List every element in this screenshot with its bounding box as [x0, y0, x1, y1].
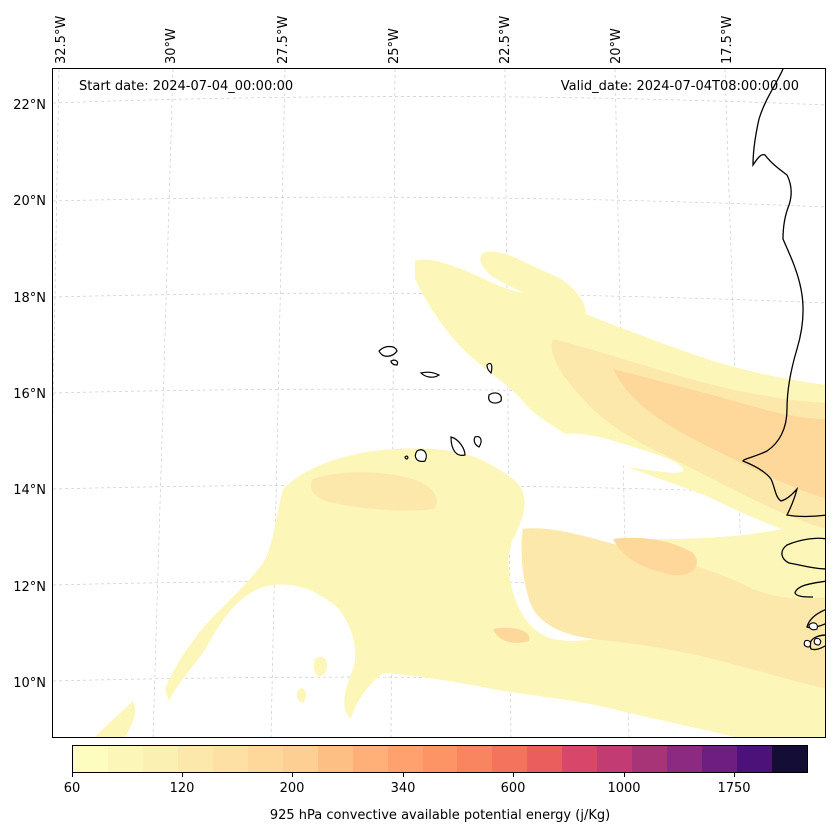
african-coastline [742, 69, 825, 651]
island-boa-vista [488, 392, 502, 404]
island-santo-antao [378, 345, 398, 357]
map-canvas [53, 69, 825, 737]
lon-label-25w: 25°W [387, 28, 402, 64]
cape-field [95, 251, 825, 737]
cape-southern-band [165, 448, 825, 737]
colorbar-swatch-17 [667, 746, 703, 772]
colorbar-swatch-1 [107, 746, 143, 772]
colorbar-swatch-8 [352, 746, 388, 772]
cabo-verde-islands [378, 345, 502, 462]
colorbar-swatch-18 [702, 746, 738, 772]
colorbar-swatch-11 [457, 746, 493, 772]
island-sao-vicente [390, 359, 399, 366]
lon-label-30w: 30°W [164, 28, 179, 64]
colorbar-swatch-15 [597, 746, 633, 772]
colorbar-swatch-4 [212, 746, 248, 772]
valid-date-label: Valid_date: 2024-07-04T08:00:00.00 [560, 79, 799, 94]
colorbar-swatch-3 [177, 746, 213, 772]
colorbar-label: 925 hPa convective available potential e… [269, 808, 611, 823]
lon-label-20w: 20°W [609, 28, 624, 64]
colorbar-swatch-12 [492, 746, 528, 772]
cb-tickmark [403, 773, 404, 777]
island-brava [404, 455, 409, 460]
island-sao-nicolau [419, 371, 441, 378]
cb-tick-60: 60 [63, 781, 81, 796]
cb-tick-600: 600 [500, 781, 526, 796]
colorbar-swatch-20 [772, 746, 808, 772]
cb-tick-340: 340 [390, 781, 416, 796]
lon-label-17-5w: 17.5°W [720, 15, 735, 64]
colorbar-swatch-2 [142, 746, 178, 772]
cb-tick-1750: 1750 [717, 781, 751, 796]
cb-tickmark [72, 773, 73, 777]
lat-label-22n: 22°N [13, 98, 46, 113]
cb-tickmark [182, 773, 183, 777]
cb-tick-1000: 1000 [607, 781, 641, 796]
start-date-label: Start date: 2024-07-04_00:00:00 [79, 79, 294, 94]
colorbar-swatch-14 [562, 746, 598, 772]
lat-label-14n: 14°N [13, 483, 46, 498]
colorbar [72, 745, 808, 773]
lon-label-27-5w: 27.5°W [276, 15, 291, 64]
colorbar-swatch-5 [247, 746, 283, 772]
cape-high-layer [493, 369, 825, 643]
lon-label-32-5w: 32.5°W [54, 15, 69, 64]
island-sal [486, 362, 493, 375]
lat-label-20n: 20°N [13, 194, 46, 209]
lon-label-22-5w: 22.5°W [498, 15, 513, 64]
lat-label-12n: 12°N [13, 580, 46, 595]
colorbar-swatch-6 [282, 746, 318, 772]
colorbar-swatch-16 [632, 746, 668, 772]
cb-tickmark [624, 773, 625, 777]
cb-tickmark [734, 773, 735, 777]
colorbar-swatch-0 [73, 746, 108, 772]
cape-west-spur [95, 701, 136, 737]
colorbar-swatch-9 [387, 746, 423, 772]
cb-tick-120: 120 [169, 781, 195, 796]
map-panel[interactable]: Start date: 2024-07-04_00:00:00 Valid_da… [52, 68, 826, 738]
bijagos-islands [803, 622, 822, 648]
lat-label-16n: 16°N [13, 387, 46, 402]
colorbar-swatch-7 [317, 746, 353, 772]
island-santiago [450, 436, 466, 456]
cb-tickmark [292, 773, 293, 777]
lat-label-18n: 18°N [13, 291, 46, 306]
cb-tick-200: 200 [279, 781, 305, 796]
dry-slot [553, 433, 684, 473]
colorbar-swatch-19 [737, 746, 773, 772]
colorbar-swatch-13 [527, 746, 563, 772]
lat-label-10n: 10°N [13, 676, 46, 691]
island-fogo [414, 449, 427, 462]
cape-plume-tail [480, 251, 586, 317]
cb-tickmark [513, 773, 514, 777]
colorbar-swatch-10 [422, 746, 458, 772]
island-maio [473, 436, 482, 448]
